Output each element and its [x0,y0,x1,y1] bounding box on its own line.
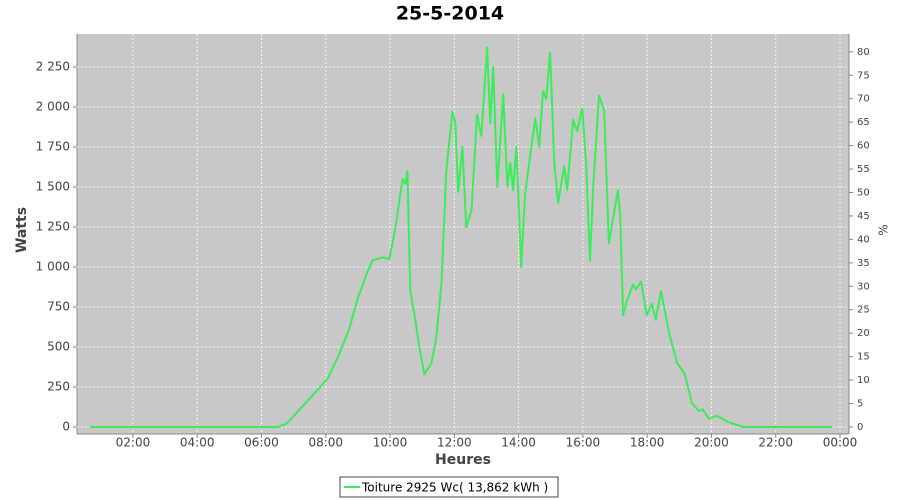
y2-tick-label: 55 [857,164,870,175]
y2-tick-label: 65 [857,117,870,128]
y2-tick-label: 70 [857,94,870,105]
y2-tick-label: 45 [857,211,870,222]
y-tick-label: 2 000 [36,99,70,113]
x-tick-label: 14:00 [501,436,536,450]
chart-title: 25-5-2014 [396,3,504,25]
x-tick-label: 02:00 [116,436,151,450]
x-tick-label: 10:00 [373,436,408,450]
plot-area [77,34,849,434]
y-tick-label: 0 [62,419,70,433]
x-tick-label: 16:00 [566,436,601,450]
y-tick-label: 1 500 [36,179,70,193]
legend-label: Toiture 2925 Wc( 13,862 kWh ) [361,481,548,495]
y-tick-label: 750 [47,299,70,313]
y2-tick-label: 60 [857,141,870,152]
y2-axis-title: % [877,224,891,235]
y2-tick-label: 75 [857,70,870,81]
y2-tick-label: 0 [857,422,863,433]
y-tick-label: 2 250 [36,59,70,73]
y-tick-label: 500 [47,339,70,353]
x-tick-label: 06:00 [244,436,279,450]
y2-tick-label: 15 [857,352,870,363]
y2-tick-label: 25 [857,305,870,316]
y-tick-label: 1 250 [36,219,70,233]
y2-tick-label: 20 [857,328,870,339]
y2-tick-label: 5 [857,399,863,410]
x-tick-label: 12:00 [437,436,472,450]
y2-tick-label: 40 [857,234,870,245]
legend [339,476,559,498]
y-tick-label: 250 [47,379,70,393]
y-axis-title: Watts [14,207,30,253]
y2-tick-label: 50 [857,187,870,198]
y2-tick-label: 80 [857,47,870,58]
series-line [89,46,832,428]
x-tick-label: 00:00 [823,436,858,450]
x-axis-title: Heures [435,452,491,468]
y2-tick-label: 30 [857,281,870,292]
y2-tick-label: 10 [857,375,870,386]
y-tick-label: 1 000 [36,259,70,273]
y2-tick-label: 35 [857,258,870,269]
x-tick-label: 04:00 [180,436,215,450]
x-tick-label: 18:00 [630,436,665,450]
y-tick-label: 1 750 [36,139,70,153]
x-tick-label: 08:00 [308,436,343,450]
x-tick-label: 20:00 [694,436,729,450]
x-tick-label: 22:00 [758,436,793,450]
